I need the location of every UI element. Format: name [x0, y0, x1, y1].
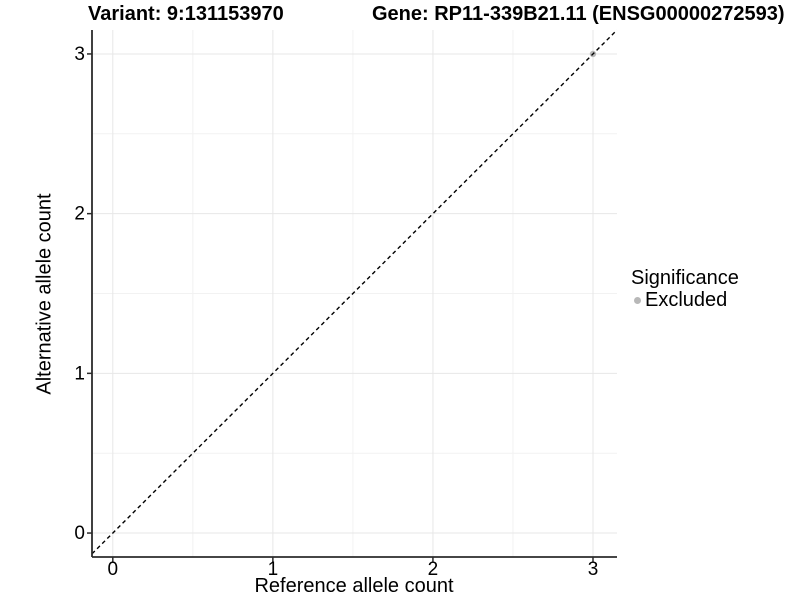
x-axis-label: Reference allele count	[254, 575, 454, 597]
excluded-marker-icon	[634, 296, 641, 304]
plot-title-variant: Variant: 9:131153970	[88, 3, 284, 25]
x-tick-label: 1	[268, 559, 279, 580]
legend-entry-excluded: Excluded	[631, 290, 739, 310]
legend: Significance Excluded	[631, 267, 739, 311]
x-tick-label: 2	[428, 559, 439, 580]
y-tick-label: 2	[74, 204, 85, 225]
plot-title-gene: Gene: RP11-339B21.11 (ENSG00000272593)	[372, 3, 785, 25]
x-tick-label: 0	[108, 559, 119, 580]
legend-entry-label: Excluded	[645, 289, 728, 311]
y-axis-label: Alternative allele count	[33, 193, 56, 395]
y-tick-label: 3	[74, 44, 85, 65]
y-tick-label: 0	[74, 523, 85, 544]
identity-line	[91, 29, 618, 555]
y-tick-label: 1	[74, 363, 85, 384]
x-tick-label: 3	[588, 559, 599, 580]
legend-title: Significance	[631, 267, 739, 289]
